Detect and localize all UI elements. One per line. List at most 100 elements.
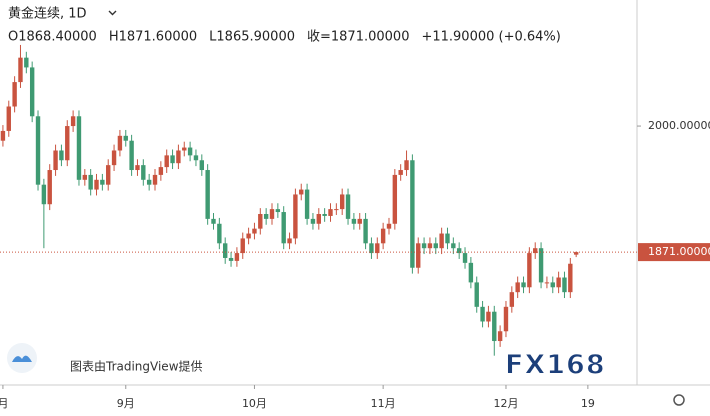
candle-body (351, 218, 357, 224)
candle-body (416, 243, 421, 268)
legend-item: H1871.60000 (109, 30, 197, 45)
candle-body (223, 243, 228, 258)
candle-body (527, 253, 532, 288)
fx168-logo: FX168 (505, 350, 606, 381)
candle-body (369, 243, 374, 254)
legend-item: 收=1871.00000 (307, 30, 409, 45)
candle-body (462, 253, 468, 263)
candle-body (82, 174, 88, 180)
candle-body (299, 189, 304, 195)
candle-body (544, 282, 550, 284)
x-tick-label: 月 (0, 397, 8, 410)
tv-logo-cloud (12, 355, 32, 362)
candle-body (345, 194, 351, 219)
candle-body (117, 135, 123, 151)
candle-body (538, 248, 544, 283)
candle-body (76, 116, 82, 180)
candle-body (398, 170, 403, 175)
candle-body (480, 306, 485, 322)
candle-body (152, 174, 158, 185)
y-tick-label: 2000.00000 (648, 119, 710, 132)
candle-body (550, 282, 555, 288)
candle-body (509, 292, 515, 307)
candle-body (205, 170, 210, 219)
candle-body (228, 257, 234, 261)
candle-body (281, 212, 286, 244)
candle-body (556, 277, 561, 288)
candle-body (94, 179, 99, 190)
legend-item: O1868.40000 (8, 30, 97, 45)
candle-body (392, 174, 398, 224)
candle-body (135, 165, 140, 171)
candle-body (176, 150, 181, 164)
candle-body (170, 155, 175, 164)
candle-body (211, 218, 216, 224)
candle-body (106, 165, 111, 185)
legend-item: L1865.90000 (209, 30, 295, 45)
candle-body (18, 57, 23, 83)
candle-body (357, 218, 362, 224)
candle-body (123, 135, 128, 141)
candle-body (53, 150, 58, 171)
candle-body (263, 213, 269, 219)
candle-body (199, 160, 205, 171)
candle-body (316, 213, 321, 224)
candle-body (141, 165, 146, 180)
candle-body (35, 116, 41, 185)
candle-body (111, 150, 117, 166)
candle-body (275, 209, 281, 213)
candle-body (100, 179, 105, 185)
interval-dropdown[interactable] (108, 10, 117, 16)
candle-body (492, 311, 497, 342)
candle-body (293, 194, 298, 239)
tv-logo[interactable] (7, 343, 37, 373)
candle-body (0, 130, 6, 141)
candle-body (269, 209, 275, 219)
candle-body (474, 282, 479, 307)
candle-body (404, 160, 409, 171)
candle-body (234, 253, 240, 261)
candle-body (304, 189, 310, 219)
candle-body (573, 252, 579, 255)
candle-body (468, 262, 474, 283)
plot-area (0, 44, 637, 356)
candle-body (41, 184, 47, 205)
candle-body (246, 233, 251, 239)
candle-body (497, 331, 503, 342)
candle-body (386, 223, 392, 229)
candle-body (146, 179, 152, 185)
candle-body (375, 243, 380, 254)
x-tick-label: 19 (581, 397, 595, 410)
settings-button[interactable] (673, 394, 685, 406)
candle-body (456, 248, 462, 254)
candle-body (187, 147, 193, 156)
candle-body (433, 243, 438, 249)
candle-body (287, 238, 292, 244)
candle-body (217, 223, 222, 244)
x-tick-label: 11月 (371, 397, 396, 410)
candle-body (439, 233, 444, 249)
candle-body (24, 57, 29, 68)
candle-body (521, 282, 526, 288)
candle-body (328, 209, 333, 216)
candle-body (562, 277, 567, 293)
candle-body (240, 238, 245, 254)
ohlc-legend: O1868.40000 H1871.60000 L1865.90000 收=1871.… (8, 30, 561, 45)
candle-body (486, 311, 491, 322)
candle-body (252, 228, 257, 234)
symbol-title[interactable]: 黄金连续, 1D (8, 6, 87, 22)
candle-body (193, 155, 199, 161)
candle-body (363, 218, 368, 244)
candle-body (445, 233, 450, 244)
candle-body (427, 243, 433, 249)
last-price-box (638, 243, 710, 262)
x-tick-label: 12月 (493, 397, 518, 410)
candle-body (380, 228, 386, 244)
x-tick-label: 10月 (242, 397, 267, 410)
candle-body (515, 282, 520, 293)
candle-body (70, 116, 76, 127)
last-price-label: 1871.00000 (648, 245, 710, 258)
candle-body (6, 106, 11, 131)
